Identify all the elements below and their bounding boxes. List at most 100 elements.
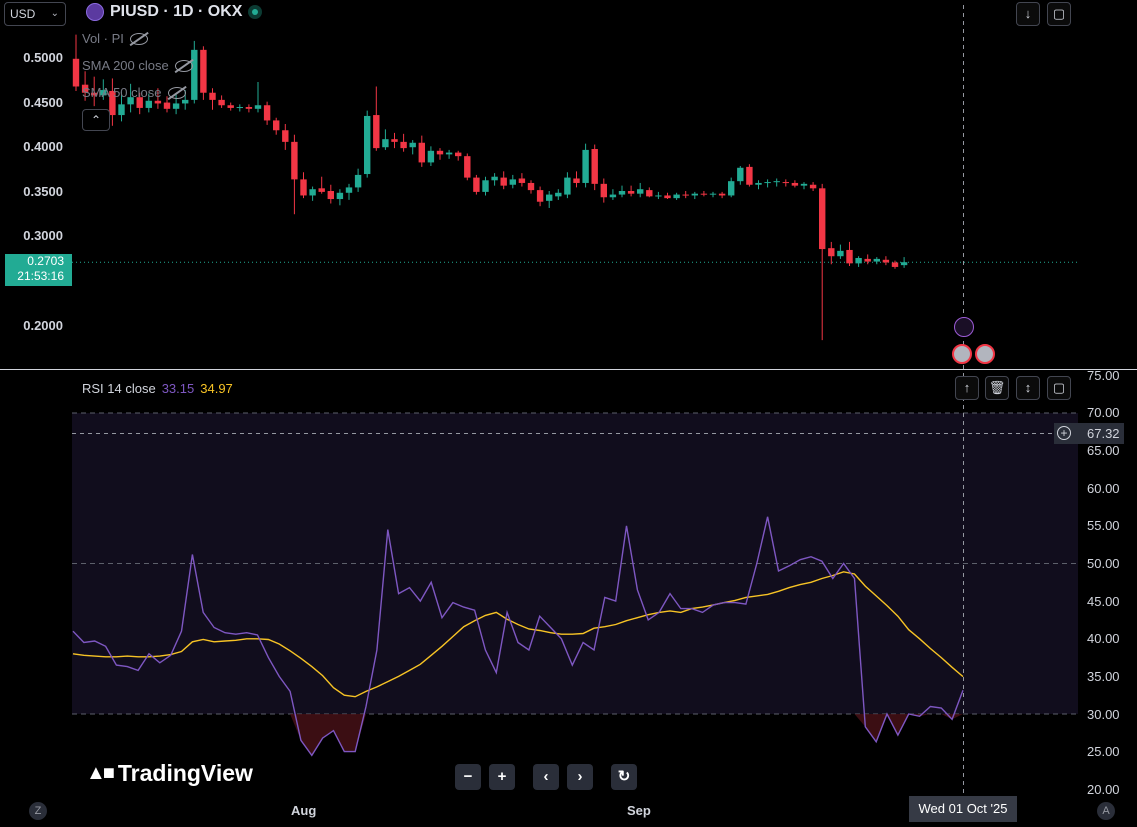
candle-body	[354, 174, 362, 188]
legend-vol-label: Vol · PI	[82, 31, 124, 46]
brand-name: TradingView	[117, 760, 253, 786]
candle-body	[418, 142, 425, 163]
collapse-legend-button[interactable]: ⌃	[82, 109, 110, 131]
legend-vol[interactable]: Vol · PI	[82, 31, 148, 46]
chevron-right-icon: ›	[577, 768, 583, 785]
candle-body	[318, 188, 325, 192]
x-axis-label-sep: Sep	[627, 803, 651, 818]
candle-body	[518, 178, 526, 183]
lightning-event-icon[interactable]	[954, 317, 974, 337]
candle-body	[873, 258, 880, 262]
candle-body	[254, 105, 262, 109]
price-axis-label: 0.4000	[23, 139, 63, 154]
symbol-title-row[interactable]: PIUSD · 1D · OKX	[86, 3, 263, 21]
legend-sma200[interactable]: SMA 200 close	[82, 58, 193, 73]
candle-body	[655, 195, 662, 197]
candle-body	[746, 166, 753, 185]
timezone-button[interactable]: Z	[29, 802, 47, 820]
candle-body	[864, 258, 871, 262]
crosshair-value-tag[interactable]: + 67.32	[1054, 423, 1124, 444]
candle-body	[809, 184, 817, 189]
scroll-left-button[interactable]: ‹	[533, 764, 559, 790]
candle-body	[382, 139, 389, 148]
legend-sma50[interactable]: SMA 50 close	[82, 85, 186, 100]
candle-body	[445, 152, 453, 155]
maximize-rsi-pane-button[interactable]: ▢	[1047, 376, 1071, 400]
tradingview-icon: ▲■	[86, 762, 115, 784]
candle-body	[300, 179, 307, 196]
rsi-legend[interactable]: RSI 14 close 33.15 34.97	[82, 381, 233, 396]
candle-body	[81, 84, 89, 93]
collapse-icon: ↕	[1024, 380, 1032, 395]
eye-off-icon[interactable]	[129, 32, 148, 45]
candle-body	[373, 115, 380, 149]
candle-body	[828, 248, 835, 257]
scroll-down-button[interactable]: ↓	[1016, 2, 1040, 26]
maximize-pane-button[interactable]: ▢	[1047, 2, 1071, 26]
candle-body	[627, 191, 635, 194]
reset-icon: ↻	[617, 768, 631, 785]
x-axis-label-aug: Aug	[291, 803, 317, 818]
rsi-axis-label: 20.00	[1087, 782, 1120, 797]
candle-body	[464, 156, 471, 178]
currency-select[interactable]: USD ⌄	[4, 2, 66, 26]
pi-coin-icon	[86, 3, 104, 21]
move-pane-up-button[interactable]: ↑	[955, 376, 979, 400]
reset-chart-button[interactable]: ↻	[611, 764, 637, 790]
rsi-axis-label: 70.00	[1087, 405, 1120, 420]
price-axis-label: 0.2000	[23, 318, 63, 333]
candle-body	[455, 152, 462, 157]
candle-body	[209, 92, 216, 100]
minus-icon: −	[463, 768, 473, 785]
auto-scale-button[interactable]: A	[1097, 802, 1115, 820]
candle-body	[755, 182, 762, 185]
rsi-axis-label: 40.00	[1087, 631, 1120, 646]
delete-pane-button[interactable]: 🗑	[985, 376, 1009, 400]
candle-body	[100, 90, 107, 96]
eye-off-icon[interactable]	[167, 86, 186, 99]
market-open-icon	[248, 5, 263, 19]
collapse-pane-button[interactable]: ↕	[1016, 376, 1040, 400]
candle-body	[773, 181, 780, 183]
chevron-down-icon: ⌄	[50, 8, 59, 19]
candle-body	[737, 167, 744, 182]
candle-body	[764, 182, 771, 184]
candle-body	[819, 188, 826, 250]
chevron-up-icon: ⌃	[90, 113, 102, 127]
candle-body	[327, 191, 334, 200]
scroll-right-button[interactable]: ›	[567, 764, 593, 790]
candle-body	[145, 100, 152, 108]
rsi-axis-label: 35.00	[1087, 669, 1120, 684]
candle-body	[273, 120, 280, 131]
candle-body	[72, 58, 80, 87]
candle-body	[600, 183, 607, 198]
plus-icon[interactable]: +	[1057, 426, 1071, 440]
rsi-line	[72, 516, 964, 757]
candle-body	[163, 102, 171, 109]
zoom-out-button[interactable]: −	[455, 764, 481, 790]
us-flag-event-icon[interactable]	[975, 344, 995, 364]
plus-icon: +	[497, 768, 507, 785]
price-axis-label: 0.5000	[23, 50, 63, 65]
us-flag-event-icon[interactable]	[952, 344, 972, 364]
tradingview-logo[interactable]: ▲■ TradingView	[86, 760, 253, 787]
candle-body	[109, 90, 116, 116]
trash-icon: 🗑	[988, 380, 1006, 395]
candle-body	[263, 105, 271, 121]
candle-body	[436, 150, 444, 155]
zoom-in-button[interactable]: +	[489, 764, 515, 790]
candle-body	[91, 92, 98, 96]
candle-body	[482, 180, 489, 192]
candle-body	[236, 107, 243, 109]
arrow-up-icon: ↑	[963, 380, 971, 395]
candle-body	[718, 193, 726, 196]
crosshair-date-tag: Wed 01 Oct '25	[909, 796, 1017, 822]
candle-body	[427, 150, 435, 163]
candle-body	[336, 192, 344, 200]
rsi-axis-label: 50.00	[1087, 556, 1120, 571]
candle-body	[800, 183, 808, 186]
candle-body	[664, 195, 671, 199]
rsi-axis-label: 75.00	[1087, 368, 1120, 383]
eye-off-icon[interactable]	[174, 59, 193, 72]
